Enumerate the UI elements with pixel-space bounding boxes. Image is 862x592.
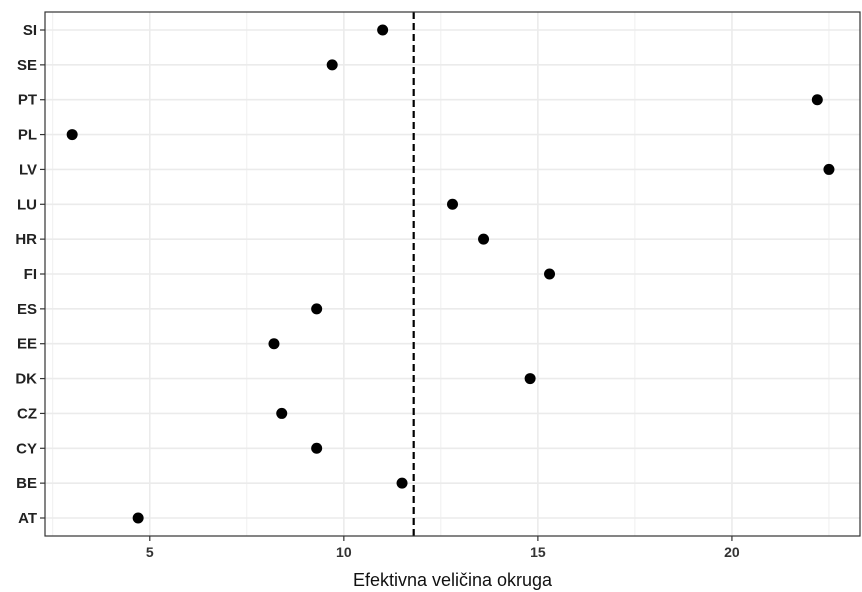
point-es	[311, 303, 323, 315]
point-lv	[823, 163, 835, 175]
point-fi	[544, 268, 556, 280]
y-tick-label-es: ES	[17, 301, 37, 318]
y-tick-label-cy: CY	[16, 440, 37, 457]
point-at	[132, 512, 144, 524]
y-tick-label-at: AT	[18, 510, 37, 527]
y-tick-label-hr: HR	[15, 231, 37, 248]
y-tick-label-lv: LV	[19, 161, 37, 178]
x-tick-label: 10	[336, 544, 352, 560]
point-lu	[447, 198, 458, 210]
point-be	[396, 477, 408, 489]
points	[66, 24, 835, 524]
point-si	[377, 24, 389, 36]
x-tick-label: 5	[146, 544, 154, 560]
x-tick-label: 20	[724, 544, 740, 560]
y-tick-label-lu: LU	[17, 196, 37, 213]
grid	[45, 12, 860, 536]
point-pl	[66, 129, 78, 141]
x-axis: 5 10 15 20	[146, 536, 740, 560]
y-tick-label-fi: FI	[24, 266, 37, 283]
y-tick-label-be: BE	[16, 475, 37, 492]
point-ee	[268, 338, 280, 350]
point-cz	[276, 407, 288, 419]
y-tick-label-si: SI	[23, 22, 37, 39]
y-tick-label-cz: CZ	[17, 405, 37, 422]
x-tick-label: 15	[530, 544, 546, 560]
point-hr	[478, 233, 490, 245]
y-tick-label-dk: DK	[15, 371, 37, 388]
y-axis: AT BE CY CZ DK EE ES FI HR LU LV PL PT SE SI	[15, 22, 45, 527]
x-axis-title: Efektivna veličina okruga	[353, 570, 553, 590]
y-tick-label-pl: PL	[18, 127, 37, 144]
point-cy	[311, 442, 323, 454]
point-dk	[524, 373, 536, 385]
y-tick-label-pt: PT	[18, 92, 37, 109]
point-pt	[811, 94, 823, 106]
point-se	[326, 59, 338, 71]
y-tick-label-se: SE	[17, 57, 37, 74]
y-tick-label-ee: EE	[17, 336, 37, 353]
